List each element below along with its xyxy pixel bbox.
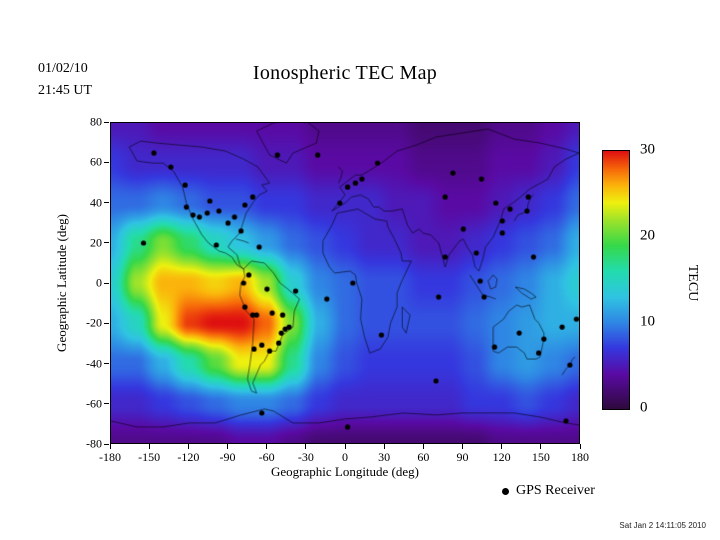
x-tick-label: 120 [492,450,511,464]
x-tick-mark [540,444,542,449]
y-tick-mark [104,443,109,445]
colorbar-tick-label: 10 [640,313,655,330]
y-tick-mark [104,403,109,405]
x-tick-mark [422,444,424,449]
tec-heatmap-canvas [111,123,579,443]
map-datetime: 01/02/10 21:45 UT [38,58,92,101]
x-tick-label: 60 [417,450,430,464]
y-tick-label: 80 [90,114,102,129]
x-axis-label: Geographic Longitude (deg) [270,464,419,479]
gps-legend: GPS Receiver [502,483,595,499]
y-tick-mark [104,161,109,163]
y-tick-label: -40 [86,356,102,370]
y-tick-mark [104,363,109,364]
x-tick-label: 90 [456,450,469,464]
colorbar-tick-label: 0 [640,399,648,416]
x-tick-label: -90 [219,450,236,464]
x-tick-label: 30 [378,450,391,464]
x-tick-mark [305,444,307,449]
x-tick-mark [344,444,346,449]
y-tick-label: -60 [86,396,102,411]
colorbar-unit-label: TECU [685,264,700,302]
y-tick-label: 60 [90,154,102,169]
y-tick-label: 0 [96,275,102,290]
y-tick-mark [104,322,109,324]
map-plot-area [110,122,580,444]
x-tick-mark [501,444,503,449]
colorbar-tick-label: 20 [640,227,655,244]
x-tick-mark [383,444,385,449]
x-tick-mark [579,444,581,449]
x-tick-mark [227,444,228,449]
x-tick-label: -180 [99,450,121,464]
x-tick-label: -30 [297,450,314,464]
gps-legend-label: GPS Receiver [516,483,595,498]
y-tick-label: 40 [90,195,102,209]
map-time: 21:45 UT [38,82,93,98]
x-tick-mark [148,444,150,449]
y-tick-label: 20 [90,235,102,250]
y-tick-mark [104,202,109,203]
x-tick-label: 180 [571,450,589,464]
x-tick-label: 150 [531,450,550,464]
y-tick-label: -80 [86,436,102,451]
gps-marker-icon [502,487,509,495]
x-tick-mark [187,444,189,449]
colorbar-tick-label: 30 [640,141,655,158]
colorbar-gradient-canvas [603,151,629,409]
x-tick-label: -120 [177,450,200,464]
x-tick-mark [109,444,111,449]
y-tick-label: -20 [86,315,102,330]
x-tick-label: -60 [258,450,275,464]
page-title: Ionospheric TEC Map [252,62,438,84]
x-tick-mark [266,444,268,449]
y-tick-mark [104,282,109,284]
colorbar [602,150,630,410]
x-tick-label: -150 [138,450,161,464]
map-date: 01/02/10 [38,61,88,76]
x-tick-mark [462,444,463,449]
y-tick-mark [104,242,109,244]
y-tick-mark [104,121,109,123]
creation-timestamp: Sat Jan 2 14:11:05 2010 [619,521,706,530]
x-tick-label: 0 [342,450,348,464]
